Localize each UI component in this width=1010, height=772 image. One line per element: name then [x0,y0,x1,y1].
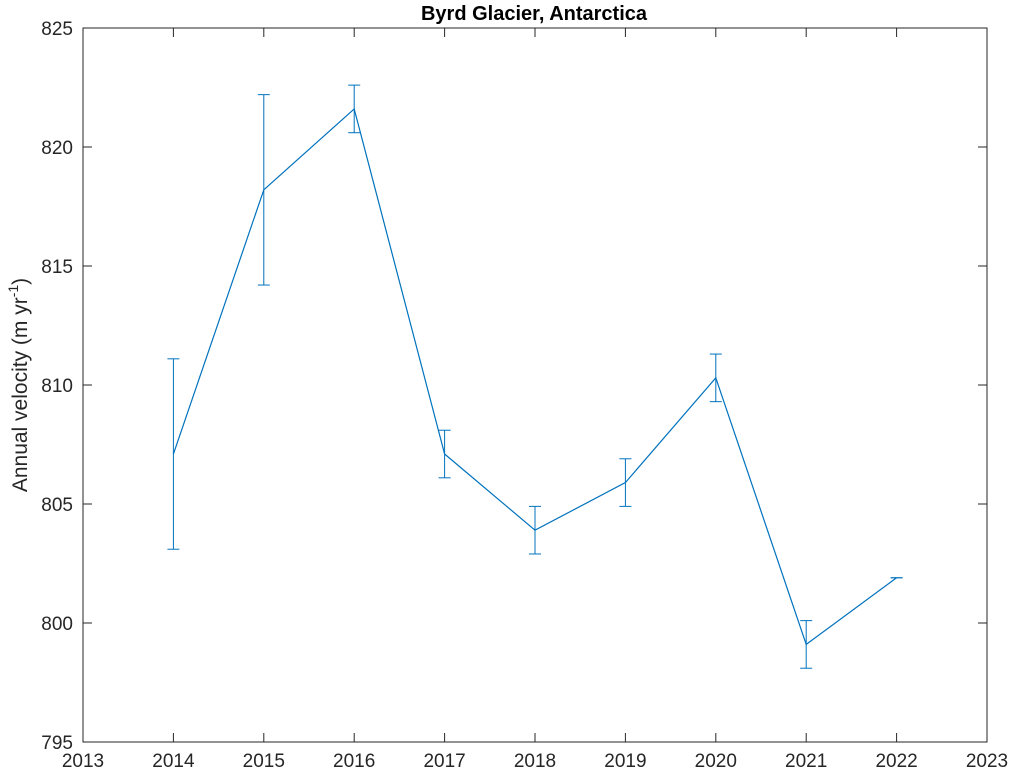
x-tick-label: 2015 [243,751,285,772]
y-tick-label: 805 [41,495,73,516]
x-tick-label: 2014 [152,751,195,772]
x-tick-label: 2022 [875,751,917,772]
y-axis-label-main: Annual velocity (m yr [9,297,32,492]
y-tick-label: 815 [41,257,73,278]
y-tick-label: 810 [41,376,73,397]
chart-title: Byrd Glacier, Antarctica [421,3,648,25]
plot-area: 2013 2014 2015 2016 2017 2018 2019 2020 2021 2022… [41,19,1008,772]
plot-frame [82,27,988,743]
y-tick-label: 795 [41,733,73,754]
x-tick-label: 2019 [604,751,646,772]
x-tick-label: 2023 [966,751,1008,772]
y-axis-label-suffix: ) [9,278,32,285]
y-tick-label: 800 [41,614,73,635]
y-axis-label-superscript: -1 [5,285,21,298]
svg-text:Annual velocity (m yr-1): Annual velocity (m yr-1) [5,278,32,492]
x-tick-label: 2020 [695,751,737,772]
y-tick-label: 820 [41,138,73,159]
y-axis-label: Annual velocity (m yr-1) [5,278,32,492]
x-tick-label: 2021 [785,751,827,772]
x-tick-label: 2016 [333,751,375,772]
y-tick-label: 825 [41,19,73,40]
x-tick-label: 2017 [423,751,465,772]
x-tick-label: 2013 [62,751,104,772]
x-tick-label: 2018 [514,751,556,772]
